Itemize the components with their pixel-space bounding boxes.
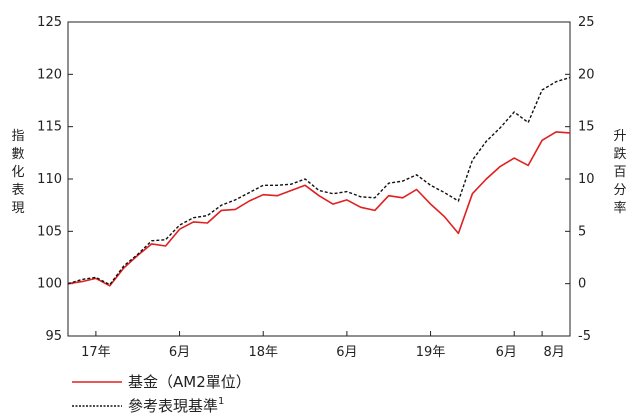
right-axis-label: 升跌百分率 <box>613 129 626 216</box>
legend: 基金（AM2單位） 參考表現基準1 <box>72 373 251 415</box>
right-tick-label: 25 <box>578 15 595 30</box>
left-axis-ticks: 95 100 105 110 115 120 125 <box>37 15 73 344</box>
series-line-benchmark <box>67 76 571 286</box>
right-tick-label: 15 <box>578 120 595 135</box>
left-tick-label: 115 <box>37 120 62 135</box>
legend-fund-label: 基金（AM2單位） <box>128 373 251 391</box>
left-axis-label: 指數化表現 <box>11 129 24 216</box>
x-tick-label: 6月 <box>496 345 517 360</box>
right-tick-label: 20 <box>578 67 595 82</box>
plot-frame <box>67 21 571 337</box>
legend-benchmark-text: 參考表現基準 <box>128 397 218 415</box>
left-tick-label: 100 <box>37 277 62 292</box>
legend-benchmark-footnote: 1 <box>218 396 224 407</box>
x-tick-label: 6月 <box>169 345 190 360</box>
x-tick-label: 19年 <box>416 345 446 360</box>
right-tick-label: 5 <box>578 224 586 239</box>
right-tick-label: -5 <box>578 329 591 344</box>
legend-benchmark-label: 參考表現基準1 <box>128 396 224 415</box>
left-tick-label: 125 <box>37 15 62 30</box>
left-tick-label: 110 <box>37 172 62 187</box>
x-tick-label: 8月 <box>543 345 564 360</box>
x-axis-ticks: 17年 6月 18年 6月 19年 6月 8月 <box>81 331 565 360</box>
right-tick-label: 0 <box>578 277 586 292</box>
x-tick-label: 6月 <box>336 345 357 360</box>
right-tick-label: 10 <box>578 172 595 187</box>
x-tick-label: 17年 <box>81 345 111 360</box>
left-tick-label: 105 <box>37 224 62 239</box>
series-layer <box>67 76 571 287</box>
series-line-fund <box>67 131 571 287</box>
left-tick-label: 95 <box>45 329 62 344</box>
left-tick-label: 120 <box>37 67 62 82</box>
right-axis-ticks: -5 0 5 10 15 20 25 <box>565 15 595 344</box>
x-tick-label: 18年 <box>248 345 278 360</box>
